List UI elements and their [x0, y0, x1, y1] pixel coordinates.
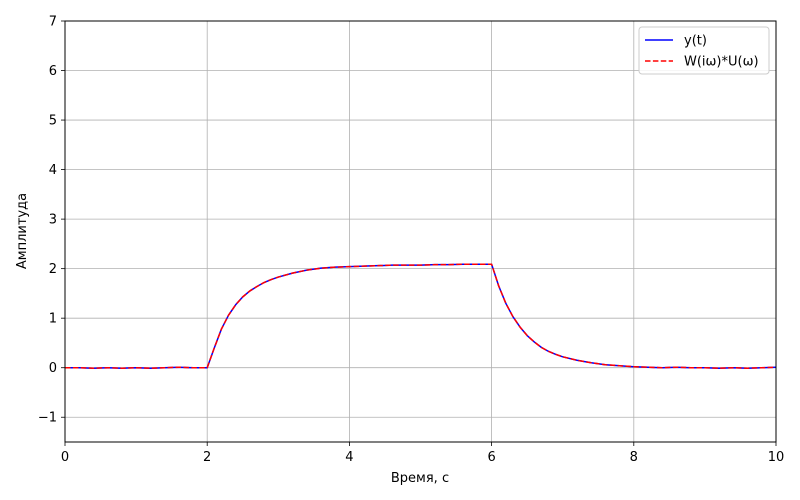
legend-box — [638, 26, 770, 75]
x-axis-label: Время, с — [391, 471, 449, 486]
x-tick-label: 0 — [61, 450, 69, 465]
y-tick-label: 3 — [49, 213, 57, 228]
y-tick-label: −1 — [38, 411, 57, 426]
x-tick-label: 6 — [487, 450, 495, 465]
plot-frame — [64, 20, 777, 443]
legend: y(t) W(iω)*U(ω) — [638, 26, 770, 75]
plot-area — [65, 21, 776, 442]
y-tick-label: 5 — [49, 114, 57, 129]
x-tick-label: 2 — [203, 450, 211, 465]
y-axis: −1 0 1 2 3 4 5 6 7 — [38, 15, 65, 426]
legend-label-2: W(iω)*U(ω) — [684, 55, 759, 70]
x-axis: 0 2 4 6 8 10 — [61, 442, 784, 465]
y-tick-label: 2 — [49, 262, 57, 277]
y-tick-label: 6 — [49, 64, 57, 79]
series-layer — [65, 263, 777, 369]
legend-label-1: y(t) — [684, 34, 707, 49]
x-tick-label: 4 — [345, 450, 353, 465]
x-tick-label: 8 — [630, 450, 638, 465]
y-axis-label: Амплитуда — [15, 193, 30, 269]
y-tick-label: 1 — [49, 312, 57, 327]
y-tick-label: 0 — [49, 361, 57, 376]
y-tick-label: 7 — [49, 15, 57, 30]
series-line-2 — [65, 263, 777, 369]
x-tick-label: 10 — [768, 450, 785, 465]
y-tick-label: 4 — [49, 163, 57, 178]
